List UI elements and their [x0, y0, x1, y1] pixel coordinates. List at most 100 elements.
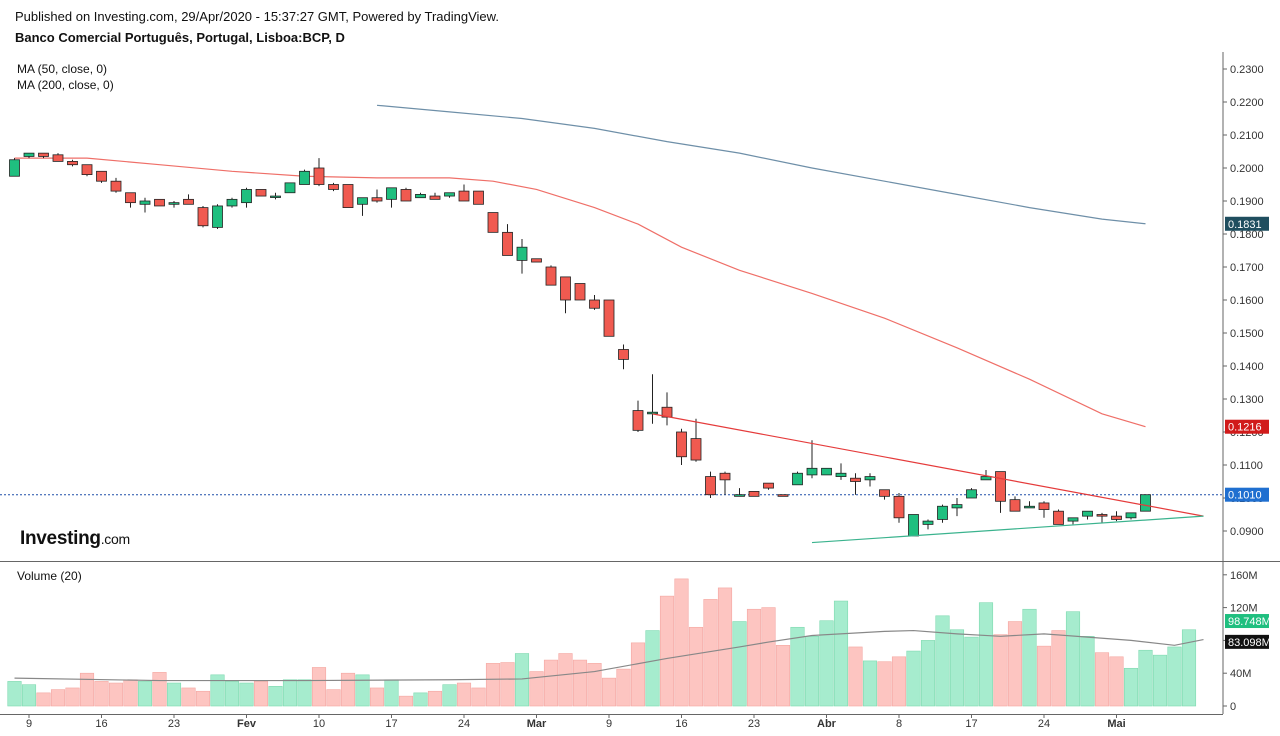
ma200-value-bg [1225, 216, 1269, 231]
candle-body [139, 200, 151, 205]
volume-bar [500, 662, 515, 707]
time-tick-label: 17 [385, 718, 397, 730]
candle-body [458, 190, 470, 202]
volume-bar [79, 672, 95, 707]
volume-bar [1167, 646, 1182, 707]
candle-body [705, 476, 716, 496]
volume-bar [761, 607, 776, 707]
candle-body [531, 258, 542, 263]
candle-body [545, 266, 557, 286]
volume-tick-label: 160M [1230, 570, 1258, 582]
volume-bar [775, 645, 791, 707]
volume-bar [384, 679, 399, 707]
volume-ma-line [14, 629, 1204, 682]
time-tick-label: Abr [817, 718, 837, 730]
candle-body [502, 231, 513, 256]
volume-bar [514, 653, 530, 707]
price-tick-label: 0.1500 [1230, 328, 1264, 340]
candle-body [676, 431, 687, 458]
volume-bar [210, 674, 225, 707]
volume-bar [1007, 621, 1023, 707]
volume-bar [297, 679, 312, 707]
candle-body [96, 170, 107, 182]
volume-bar [36, 692, 51, 707]
volume-bar [906, 650, 921, 707]
candle-body [516, 246, 528, 261]
candle-body [792, 472, 803, 486]
candle-body [560, 276, 571, 301]
volume-bar [572, 659, 588, 707]
publish-info: Published on Investing.com, 29/Apr/2020 … [15, 9, 499, 24]
volume-bar [746, 608, 762, 707]
volume-ma-value-bg [1225, 634, 1269, 649]
time-tick-label: 23 [168, 718, 180, 730]
time-tick-label: 16 [675, 718, 687, 730]
candle-body [38, 152, 49, 157]
volume-bar [1022, 608, 1037, 707]
volume-bar [804, 635, 820, 707]
volume-legend[interactable]: Volume (20) [17, 569, 82, 583]
volume-bar [195, 690, 211, 707]
candle-body [9, 159, 20, 177]
price-tick-label: 0.1100 [1230, 460, 1263, 472]
candle-body [1024, 505, 1035, 509]
volume-bar [645, 630, 660, 707]
volume-tick-label: 0 [1230, 701, 1236, 713]
volume-bar [471, 687, 486, 707]
candle-body [357, 197, 368, 205]
volume-bar [1152, 654, 1168, 707]
volume-bar [891, 656, 907, 707]
volume-bar [978, 602, 994, 707]
candle-body [690, 438, 702, 461]
ma200-legend[interactable]: MA (200, close, 0) [17, 78, 114, 92]
candle-body [995, 471, 1006, 502]
candle-body [1111, 515, 1122, 520]
candle-body [734, 494, 745, 497]
candle-body [574, 283, 586, 301]
volume-bar [311, 667, 327, 707]
candle-body [52, 154, 64, 162]
candle-body [400, 189, 412, 202]
volume-bar [877, 661, 892, 707]
instrument-title: Banco Comercial Português, Portugal, Lis… [15, 30, 345, 45]
candle-body [922, 520, 934, 525]
last-price-bg [1225, 487, 1269, 502]
candle-body [284, 182, 296, 194]
candle-body [168, 202, 180, 205]
candle-body [415, 193, 426, 199]
candle-body [197, 207, 209, 227]
volume-bar [442, 684, 457, 707]
volume-bar [1138, 649, 1153, 707]
trendline-upper [652, 413, 1204, 517]
time-tick-label: 24 [458, 718, 470, 730]
volume-bar [1181, 629, 1197, 707]
investing-logo: Investing.com [20, 528, 130, 549]
volume-bar [529, 671, 544, 707]
ma50-legend[interactable]: MA (50, close, 0) [17, 62, 108, 76]
volume-bar [369, 687, 385, 707]
volume-bar [239, 682, 254, 707]
candle-body [371, 197, 383, 202]
volume-bar [1065, 611, 1081, 707]
candle-body [1038, 502, 1050, 510]
time-tick-label: 16 [95, 718, 107, 730]
candle-body [1140, 494, 1151, 512]
volume-bar [674, 578, 689, 707]
volume-bar [253, 681, 269, 707]
ma200-line [376, 104, 1146, 225]
volume-bar [920, 640, 936, 707]
volume-bar [964, 636, 979, 707]
time-tick-label: 9 [26, 718, 32, 730]
volume-bar [949, 629, 965, 707]
price-tick-label: 0.2200 [1230, 97, 1264, 109]
candle-body [806, 467, 818, 476]
time-tick-label: Mar [527, 718, 547, 730]
price-tick-label: 0.1400 [1230, 361, 1264, 373]
volume-bar [7, 681, 22, 707]
volume-tick-label: 120M [1230, 603, 1258, 615]
candle-body [763, 482, 774, 489]
candle-body [966, 489, 977, 499]
price-tick-label: 0.2000 [1230, 163, 1264, 175]
volume-bar [326, 689, 341, 707]
